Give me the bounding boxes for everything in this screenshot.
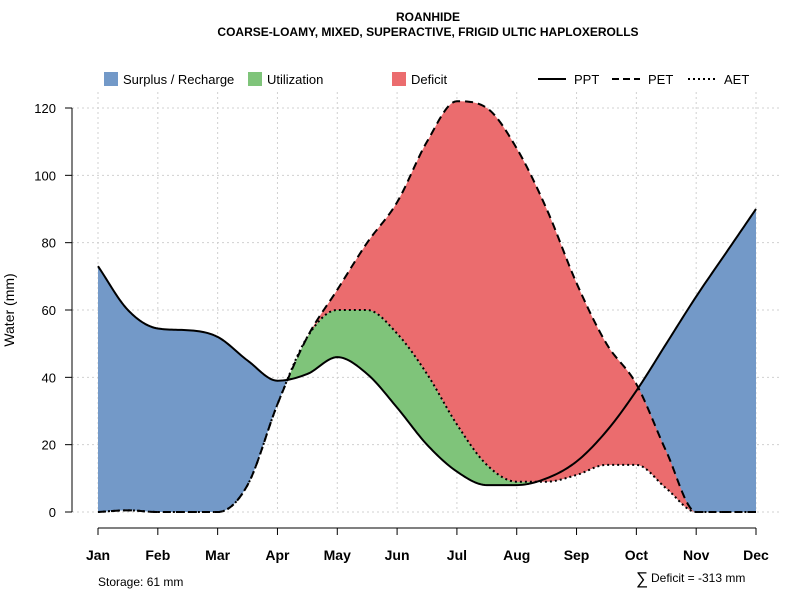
axes: 0 20 40 60 80 100 120 Jan Feb Mar Apr May Jun Jul Aug S… <box>34 101 769 563</box>
storage-annotation: Storage: 61 mm <box>98 575 183 589</box>
deficit-annotation: Deficit = -313 mm <box>651 571 745 585</box>
line-layer <box>97 100 757 513</box>
y-tick-label: 0 <box>49 505 56 520</box>
legend-swatch-surplus <box>104 72 118 86</box>
x-tick-label-apr: Apr <box>265 547 290 563</box>
x-tick-label-jun: Jun <box>385 547 410 563</box>
legend-label-pet: PET <box>648 72 673 87</box>
y-axis-label: Water (mm) <box>1 273 17 346</box>
y-tick-label: 60 <box>42 303 56 318</box>
x-tick-label-feb: Feb <box>145 547 170 563</box>
legend-label-surplus: Surplus / Recharge <box>123 72 234 87</box>
x-tick-label-dec: Dec <box>743 547 769 563</box>
y-tick-label: 20 <box>42 438 56 453</box>
y-tick-label: 40 <box>42 370 56 385</box>
x-tick-label-sep: Sep <box>564 547 590 563</box>
deficit-area <box>98 101 756 513</box>
chart-title: ROANHIDE <box>396 10 460 24</box>
chart-subtitle: COARSE-LOAMY, MIXED, SUPERACTIVE, FRIGID… <box>217 25 638 39</box>
legend-label-aet: AET <box>724 72 749 87</box>
x-tick-label-aug: Aug <box>503 547 530 563</box>
series-line-aet <box>97 309 756 513</box>
series-line-ppt <box>97 208 757 487</box>
legend-swatch-deficit <box>392 72 406 86</box>
series-line-pet <box>97 100 756 513</box>
x-tick-label-jan: Jan <box>86 547 110 563</box>
legend-label-deficit: Deficit <box>411 72 448 87</box>
legend-label-utilization: Utilization <box>267 72 323 87</box>
y-tick-label: 80 <box>42 236 56 251</box>
x-tick-label-may: May <box>324 547 351 563</box>
utilization-area <box>98 310 756 512</box>
y-tick-label: 120 <box>34 101 56 116</box>
legend-swatch-utilization <box>248 72 262 86</box>
legend-label-ppt: PPT <box>574 72 599 87</box>
y-tick-label: 100 <box>34 168 56 183</box>
x-tick-label-nov: Nov <box>683 547 710 563</box>
deficit-sum-symbol: ∑ <box>636 569 648 588</box>
area-layer <box>98 101 756 513</box>
legend: Surplus / Recharge Utilization Deficit P… <box>104 72 749 87</box>
surplus-recharge-area <box>98 209 756 512</box>
x-tick-label-oct: Oct <box>625 547 649 563</box>
x-tick-label-mar: Mar <box>205 547 230 563</box>
x-tick-label-jul: Jul <box>447 547 467 563</box>
